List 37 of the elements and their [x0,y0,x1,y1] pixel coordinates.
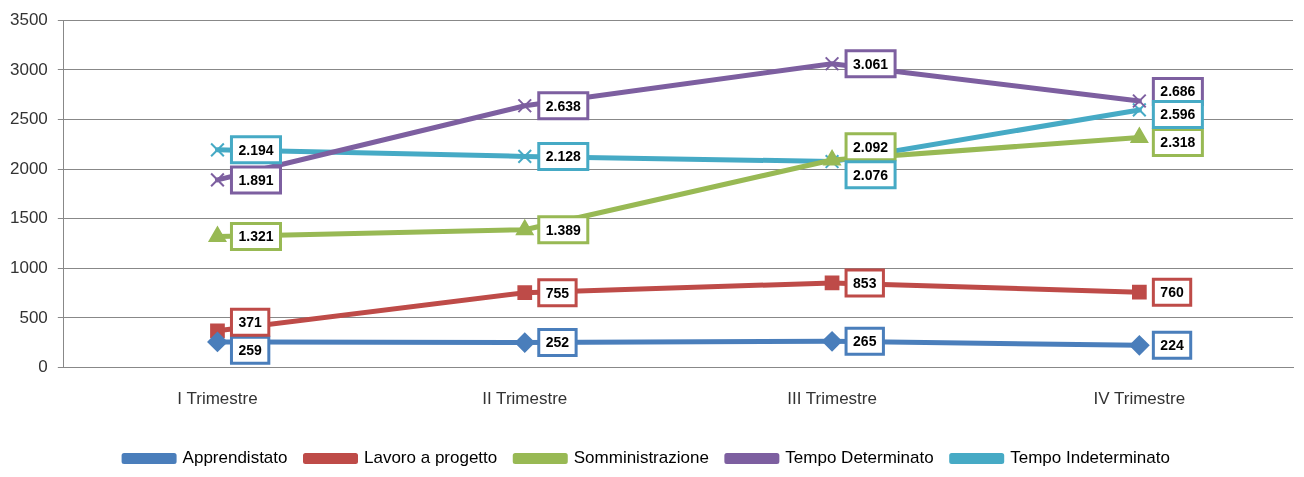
data-label: 2.318 [1160,134,1196,151]
x-tick-label: I Trimestre [177,389,258,409]
y-tick-label: 1500 [9,208,48,228]
data-label: 755 [545,284,570,301]
legend-label: Lavoro a progetto [364,448,498,468]
data-label: 2.128 [545,148,581,165]
data-label: 259 [238,342,263,359]
data-label: 1.891 [238,171,274,188]
data-label: 853 [853,274,877,291]
y-tick-label: 2500 [9,109,48,129]
legend-label: Tempo Determinato [785,448,934,468]
data-label: 252 [545,334,570,351]
data-label: 2.596 [1160,106,1196,123]
y-tick-label: 3500 [9,9,48,29]
y-tick-label: 0 [38,357,48,377]
data-label: 2.194 [238,141,274,158]
data-label: 2.076 [853,166,889,183]
data-label: 265 [853,333,877,350]
y-tick-label: 3000 [9,59,48,79]
y-tick-label: 2000 [9,158,48,178]
data-label: 1.389 [545,221,581,238]
data-label: 2.686 [1160,83,1196,100]
data-label: 2.092 [853,138,889,155]
data-label: 1.321 [238,228,274,245]
x-tick-label: III Trimestre [787,389,877,409]
legend-label: Somministrazione [573,448,709,468]
data-label: 2.638 [545,97,581,114]
data-label: 760 [1160,284,1184,301]
data-label: 3.061 [853,55,889,72]
data-label: 371 [238,314,263,331]
x-tick-label: IV Trimestre [1093,389,1186,409]
legend-label: Tempo Indeterminato [1010,448,1170,468]
y-tick-label: 500 [19,307,48,327]
legend-label: Apprendistato [182,448,288,468]
x-tick-label: II Trimestre [482,389,568,409]
data-label: 224 [1160,337,1184,354]
y-tick-label: 1000 [9,258,48,278]
